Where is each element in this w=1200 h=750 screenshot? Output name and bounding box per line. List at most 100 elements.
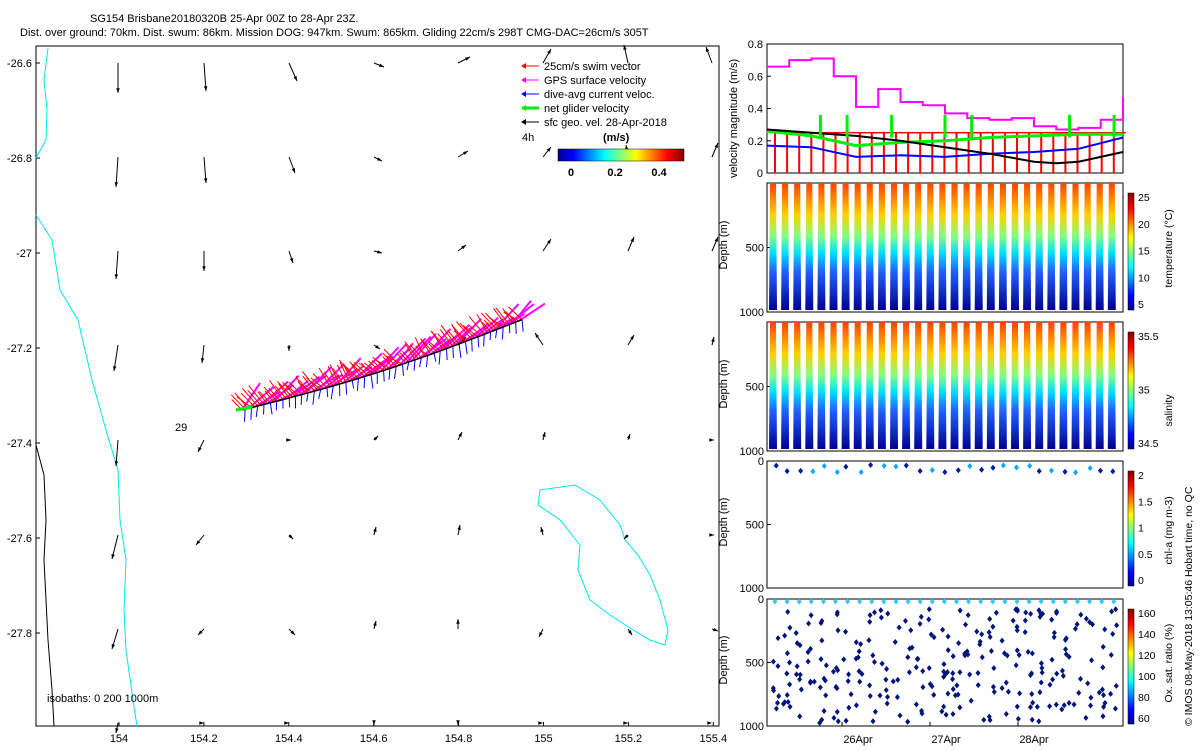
oxygen-sample: [884, 700, 890, 707]
chl-sample: [990, 464, 996, 471]
profile-cast: [865, 322, 874, 449]
profile-cast: [986, 322, 995, 449]
velocity-series-line: [766, 128, 1124, 165]
oxygen-sample: [999, 637, 1005, 644]
oxygen-sample: [857, 678, 863, 685]
oxygen-sample: [1085, 680, 1091, 687]
oxygen-sample: [1014, 598, 1020, 605]
profile-cast: [950, 322, 959, 449]
oxygen-sample: [1039, 669, 1045, 676]
gps-velocity-vector: [430, 338, 452, 356]
oxygen-sample: [817, 719, 823, 726]
oxygen-sample: [965, 612, 971, 619]
oxygen-sample: [1015, 715, 1021, 722]
oxygen-sample: [1108, 652, 1114, 659]
geo-vector: [288, 534, 294, 540]
oxygen-sample: [1083, 714, 1089, 721]
profile-colorbar-tick: 35.5: [1138, 331, 1159, 343]
chl-sample: [1048, 467, 1054, 474]
oxygen-sample: [834, 708, 840, 715]
oxygen-sample: [1102, 626, 1108, 633]
map-colorbar-tick: 0.4: [651, 167, 667, 179]
oxygen-sample: [787, 624, 793, 631]
profile-cast: [974, 183, 983, 310]
dac-vector: [388, 368, 391, 380]
profile-y-tick-label: 1000: [740, 721, 764, 733]
oxygen-sample: [1025, 648, 1031, 655]
oxygen-sample: [823, 692, 829, 699]
dac-vector: [419, 357, 422, 368]
swim-vector: [332, 368, 344, 384]
profile-colorbar-tick: 1: [1138, 523, 1144, 535]
oxygen-sample: [1114, 622, 1120, 629]
oxygen-sample: [793, 630, 799, 637]
swim-vector: [382, 352, 397, 367]
geo-vector: [200, 344, 205, 364]
oxygen-sample: [968, 697, 974, 704]
oxygen-sample: [1002, 598, 1008, 605]
oxygen-sample: [991, 665, 997, 672]
oxygen-sample: [1036, 718, 1042, 725]
swim-vector: [372, 356, 388, 370]
oxygen-sample: [848, 691, 854, 698]
oxygen-sample: [835, 627, 841, 634]
oxygen-sample: [1099, 686, 1105, 693]
dac-vector: [401, 364, 404, 376]
oxygen-sample: [978, 598, 984, 605]
swim-vector: [284, 384, 299, 396]
profile-cast: [841, 322, 850, 449]
swim-vector: [421, 339, 435, 354]
oxygen-sample: [1014, 606, 1020, 613]
oxygen-sample: [950, 670, 956, 677]
swim-vector: [336, 364, 347, 383]
oxygen-sample: [1109, 608, 1115, 615]
dac-vector: [306, 392, 309, 402]
oxygen-sample: [975, 682, 981, 689]
oxygen-sample: [1100, 713, 1106, 720]
swim-vector: [257, 391, 268, 404]
oxygen-sample: [1053, 610, 1059, 617]
oxygen-sample: [1014, 703, 1020, 710]
oxygen-sample: [784, 692, 790, 699]
oxygen-sample: [1016, 652, 1022, 659]
legend-arrowhead: [521, 119, 526, 125]
swim-vector: [302, 375, 315, 392]
oxygen-sample: [808, 612, 814, 619]
chl-sample: [929, 467, 935, 474]
oxygen-sample: [909, 644, 915, 651]
profile-cast: [877, 322, 886, 449]
oxygen-sample: [1038, 679, 1044, 686]
oxygen-sample: [782, 699, 788, 706]
swim-vector: [420, 338, 432, 355]
profile-cast: [817, 322, 826, 449]
time-scale-label: 4h: [522, 132, 534, 144]
profile-cast: [1083, 322, 1092, 449]
profile-colorbar-title: chl-a (mg m-3): [1163, 496, 1175, 564]
profile-cast: [1095, 183, 1104, 310]
oxygen-sample: [821, 708, 827, 715]
geo-vector: [538, 628, 544, 638]
dac-vector: [300, 394, 303, 405]
geo-vector: [623, 721, 628, 725]
profile-cast: [998, 322, 1007, 449]
profile-cast: [890, 322, 898, 449]
swim-vector: [306, 377, 321, 390]
dac-vector: [425, 355, 429, 368]
oxygen-sample: [856, 648, 862, 655]
geo-vector: [288, 62, 298, 82]
oxygen-sample: [784, 650, 790, 657]
oxygen-sample: [1010, 617, 1016, 624]
oxygen-sample: [771, 687, 777, 694]
swim-vector: [353, 362, 369, 376]
swim-vector: [415, 345, 428, 356]
profile-colorbar-title: salinity: [1163, 394, 1175, 427]
profile-y-tick-label: 1000: [740, 583, 764, 595]
geo-vector: [457, 150, 469, 158]
oxygen-sample: [1027, 704, 1033, 711]
oxygen-sample: [895, 676, 901, 683]
isobath-legend: isobaths: 0 200 1000m: [47, 693, 158, 705]
profile-cast: [793, 322, 802, 449]
profile-colorbar: [1127, 470, 1135, 587]
oxygen-sample: [856, 668, 862, 675]
oxygen-sample: [1101, 692, 1107, 699]
